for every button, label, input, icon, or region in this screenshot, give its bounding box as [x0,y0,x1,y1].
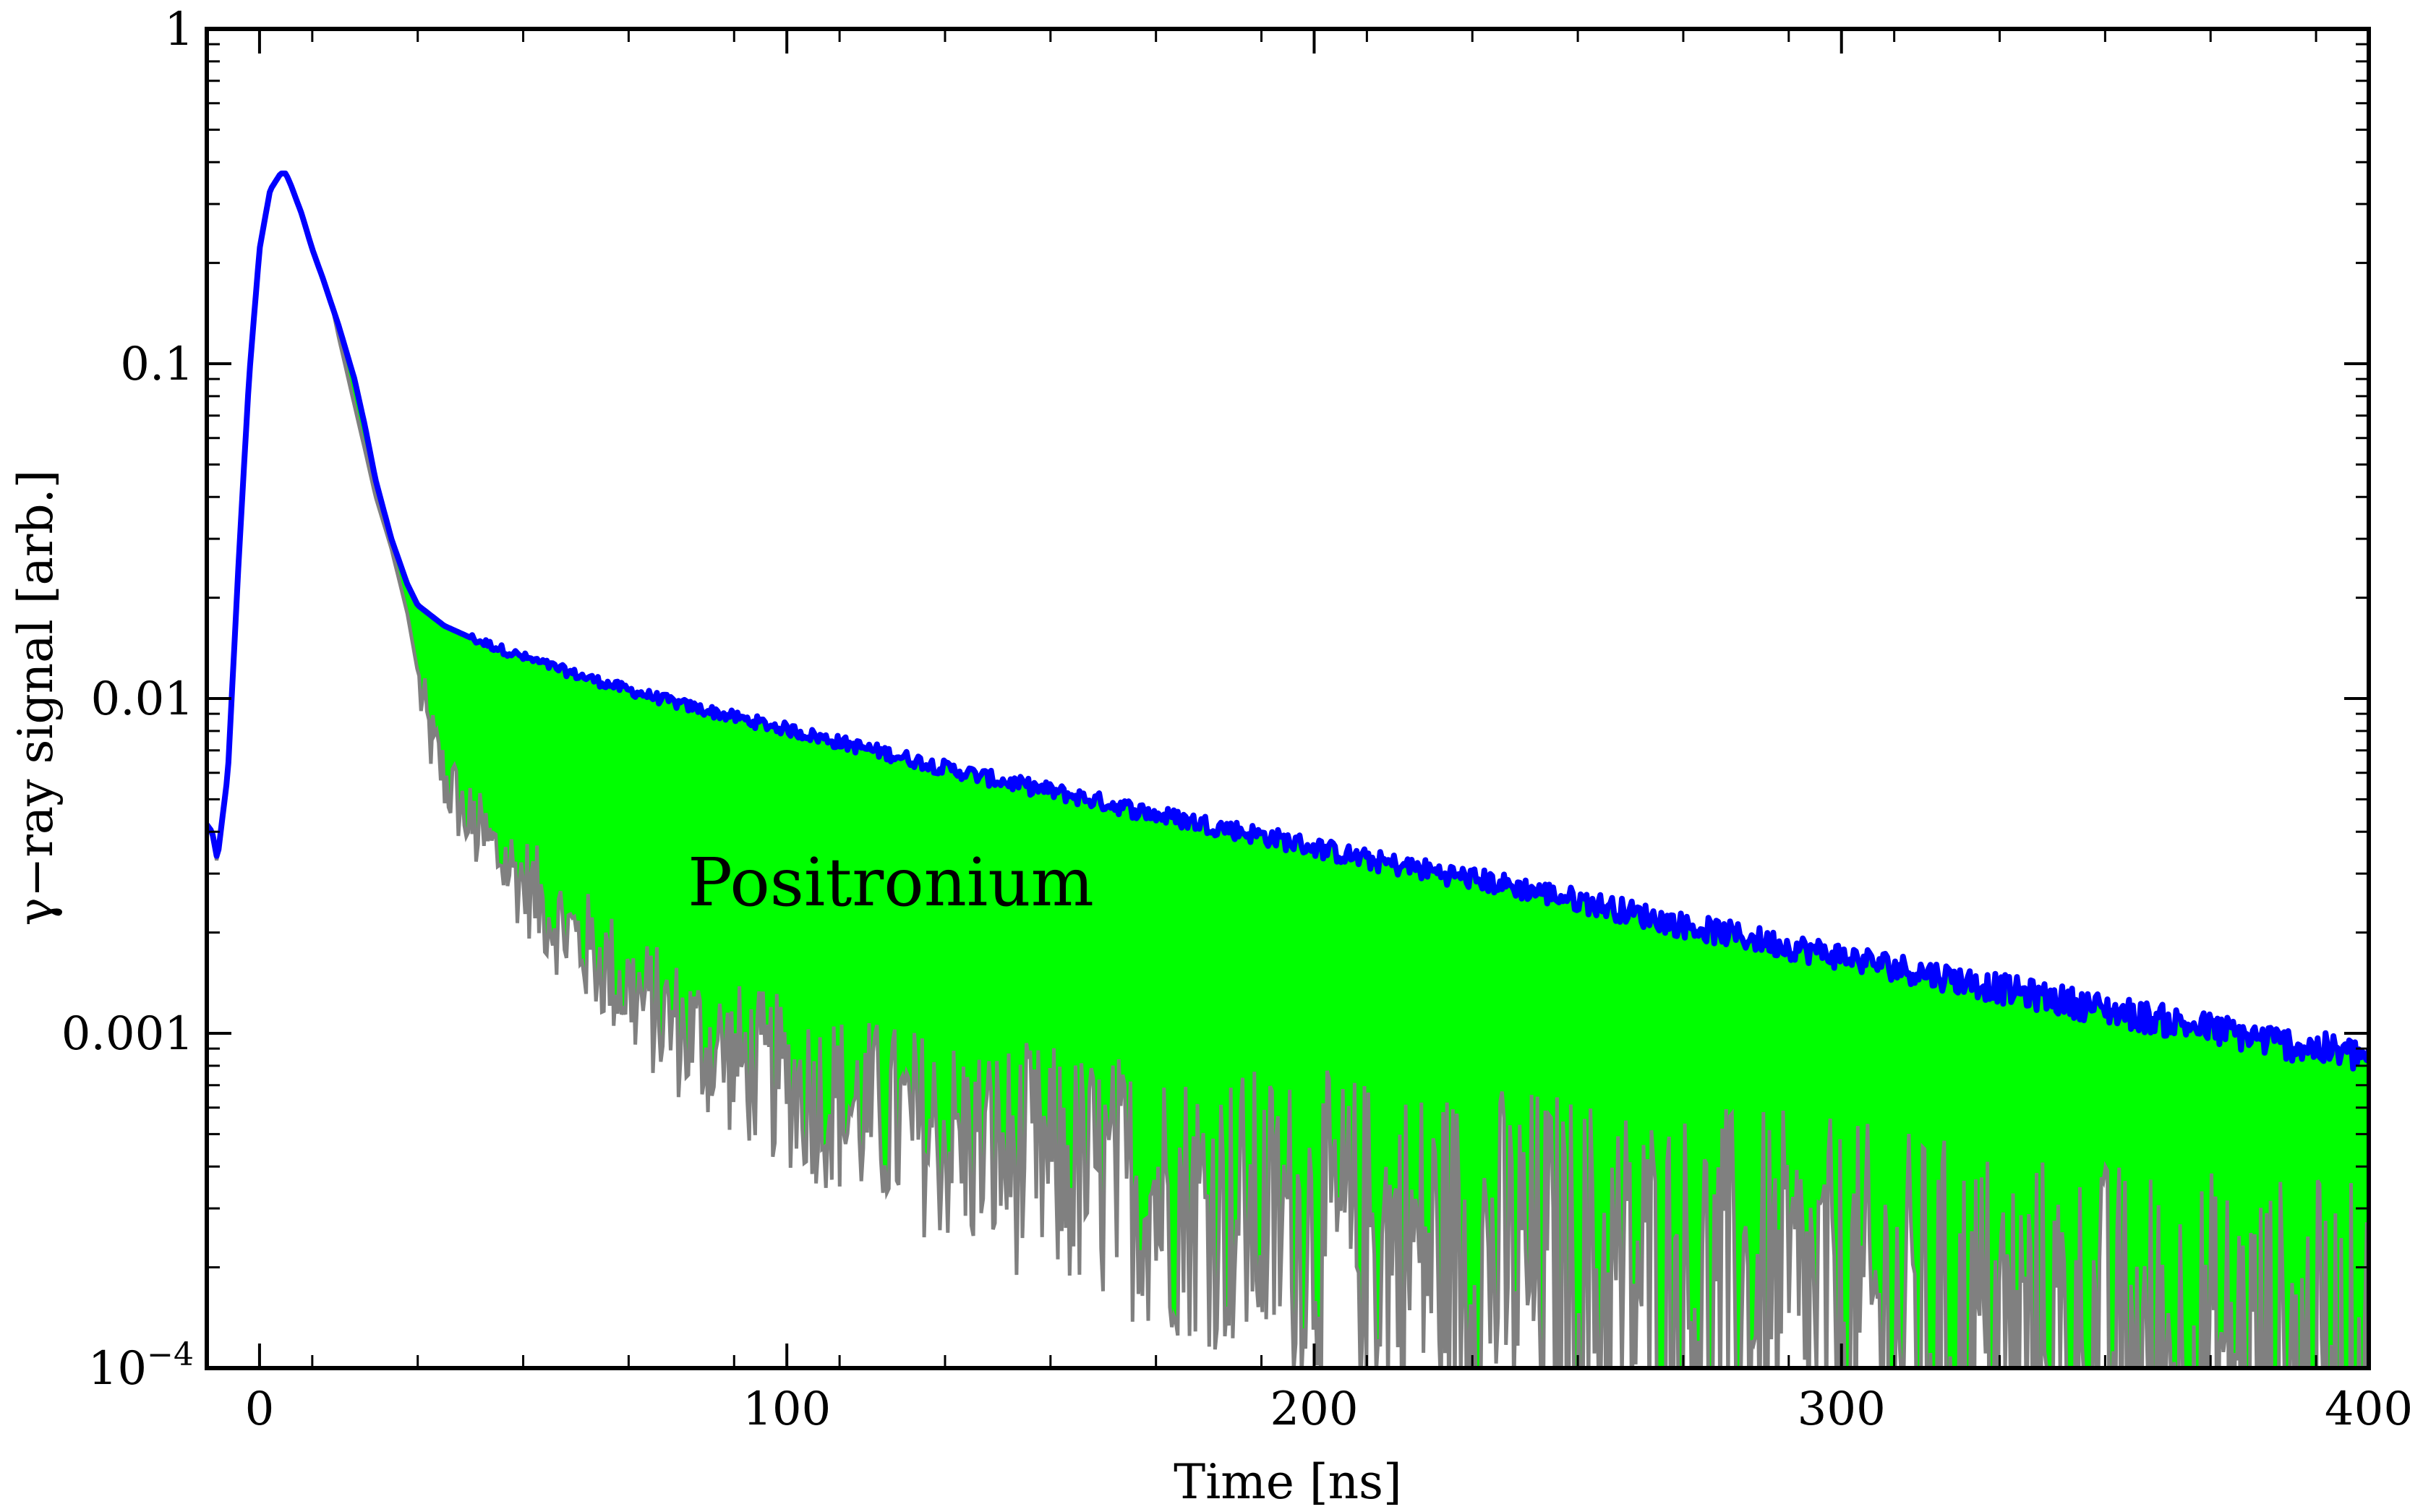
positronium-annotation: Positronium [688,844,1094,921]
y-tick-label-1e-4: 10−4 [88,1336,194,1396]
reference-series-line [207,171,2369,1368]
y-tick-label-0.01: 0.01 [91,672,195,726]
axis-ticks: 0 100 200 300 400 1 0.1 0.01 0.001 10−4 [61,3,2410,1436]
x-tick-label-100: 100 [743,1383,831,1436]
positronium-series-line [207,170,2369,1072]
x-tick-label-0: 0 [245,1383,275,1436]
y-tick-label-1: 1 [164,3,194,56]
x-tick-label-400: 400 [2325,1383,2410,1436]
y-tick-label-0.1: 0.1 [120,338,194,391]
x-tick-label-300: 300 [1798,1383,1886,1436]
y-tick-label-0.001: 0.001 [61,1007,194,1061]
x-tick-label-200: 200 [1270,1383,1358,1436]
y-axis-title: γ−ray signal [arb.] [8,470,64,926]
plot-area [207,170,2369,1368]
x-axis-title: Time [ns] [1174,1454,1402,1510]
